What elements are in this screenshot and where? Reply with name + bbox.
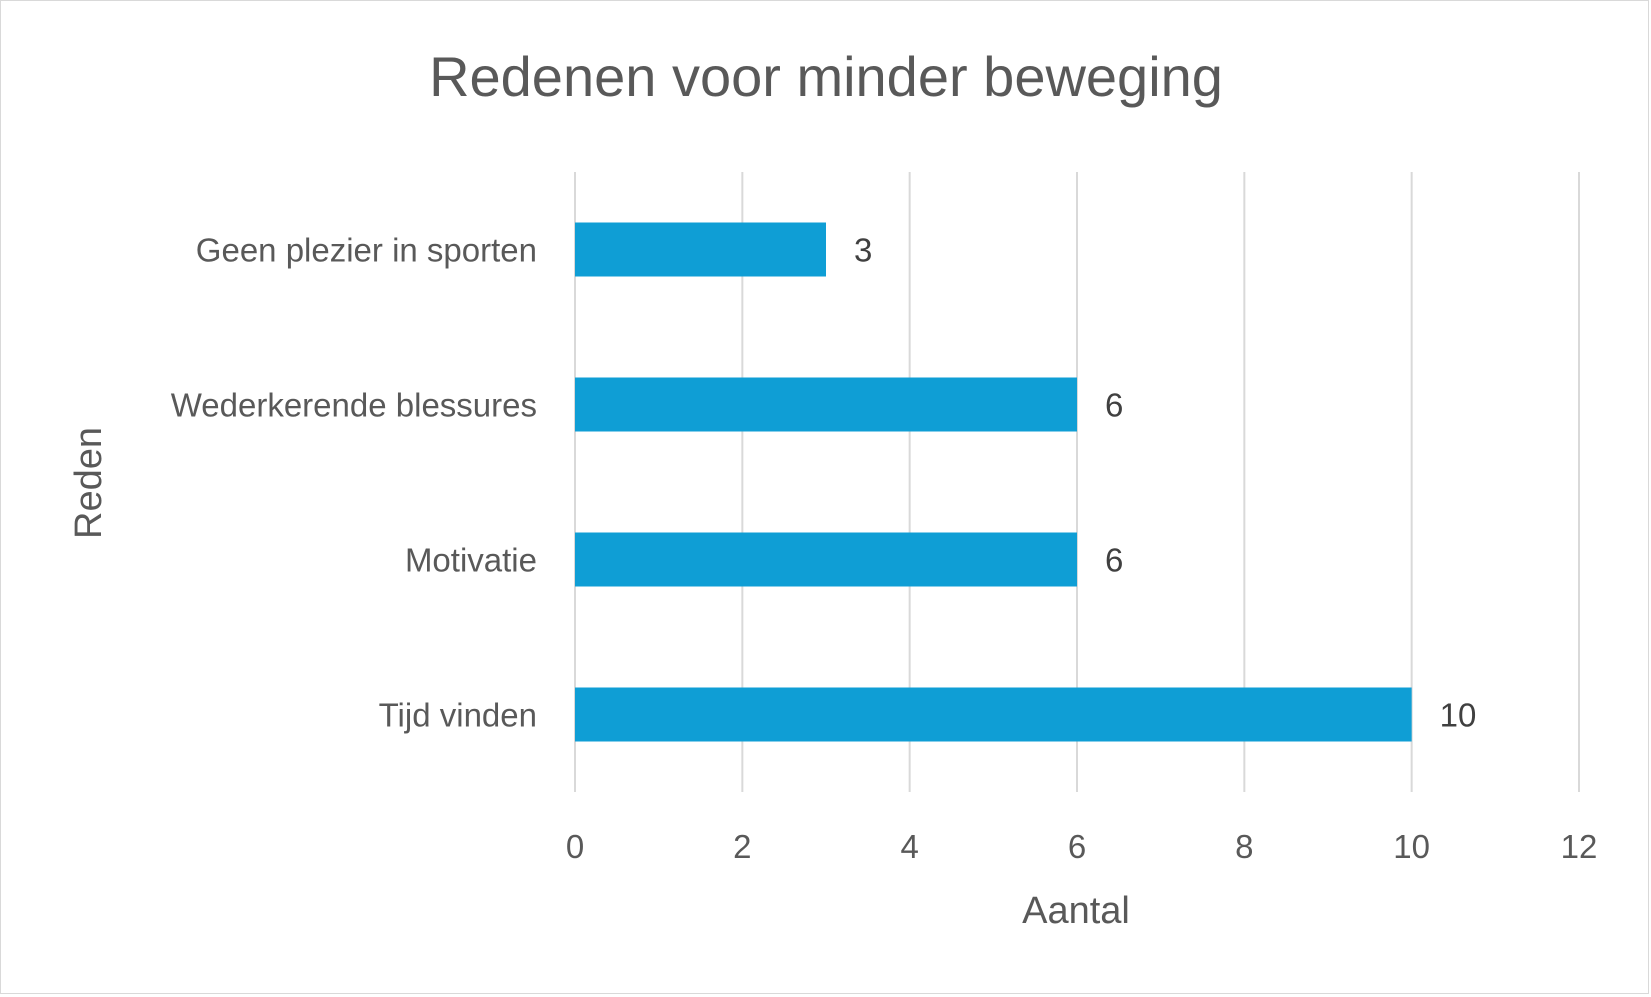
- bars: [575, 222, 1412, 742]
- x-axis-tick-labels: 0 2 4 6 8 10 12: [566, 828, 1598, 865]
- x-tick-label: 12: [1561, 828, 1598, 865]
- bar: [575, 532, 1077, 587]
- y-axis-tick-labels: Geen plezier in sporten Wederkerende bles…: [171, 232, 537, 734]
- y-tick-label: Wederkerende blessures: [171, 387, 537, 424]
- x-tick-label: 6: [1068, 828, 1086, 865]
- x-tick-label: 2: [733, 828, 751, 865]
- data-label: 6: [1105, 387, 1123, 424]
- y-axis-title: Reden: [68, 427, 110, 539]
- x-axis-title: Aantal: [1022, 890, 1130, 932]
- data-label: 10: [1440, 697, 1477, 734]
- x-tick-label: 0: [566, 828, 584, 865]
- x-tick-label: 8: [1235, 828, 1253, 865]
- x-tick-label: 10: [1393, 828, 1430, 865]
- chart-title: Redenen voor minder beweging: [429, 45, 1223, 108]
- data-label: 3: [854, 232, 872, 269]
- bar: [575, 222, 826, 277]
- bar: [575, 687, 1412, 742]
- y-tick-label: Geen plezier in sporten: [196, 232, 537, 269]
- y-tick-label: Tijd vinden: [379, 697, 537, 734]
- x-tick-label: 4: [900, 828, 918, 865]
- y-tick-label: Motivatie: [405, 542, 537, 579]
- data-label: 6: [1105, 542, 1123, 579]
- data-labels: 3 6 6 10: [854, 232, 1476, 734]
- bar: [575, 377, 1077, 432]
